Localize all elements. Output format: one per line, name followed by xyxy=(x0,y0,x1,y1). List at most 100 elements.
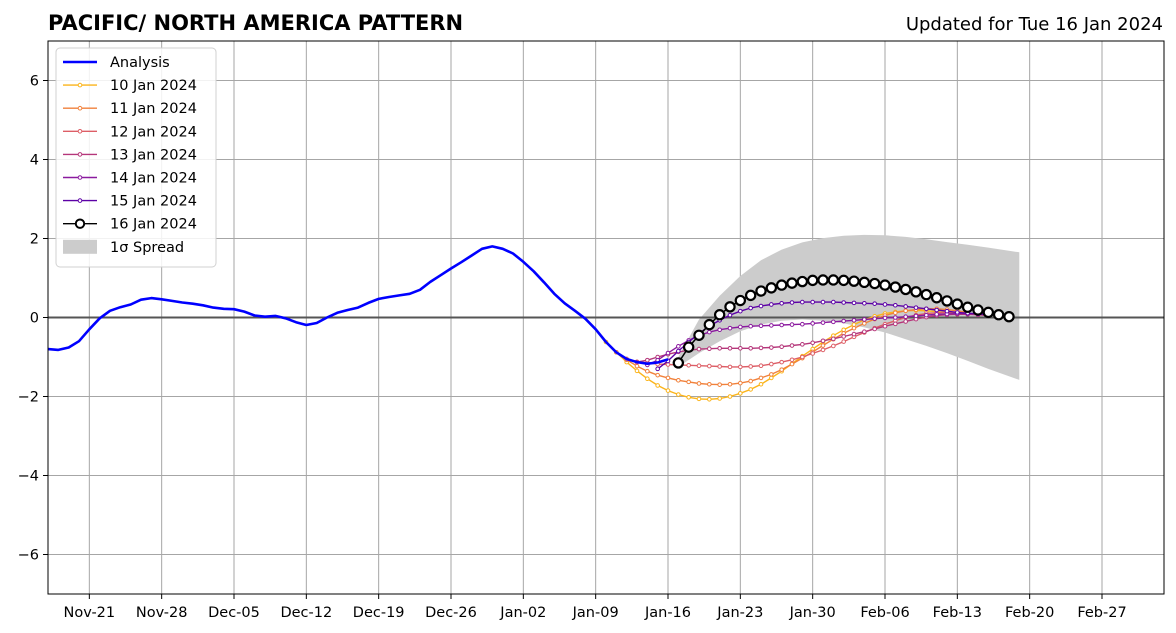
forecast-point xyxy=(696,381,702,386)
analysis-line xyxy=(47,245,669,366)
forecast-point xyxy=(645,357,650,363)
forecast-point xyxy=(727,325,733,331)
forecast-point xyxy=(703,318,716,331)
forecast-point xyxy=(920,288,933,301)
forecast-point xyxy=(655,383,660,388)
forecast-point xyxy=(696,346,702,352)
forecast-point xyxy=(676,392,681,397)
forecast-point xyxy=(758,375,764,381)
legend-marker xyxy=(77,175,83,180)
forecast-point xyxy=(748,346,753,351)
x-tick-label: Feb-06 xyxy=(860,605,909,621)
legend-marker xyxy=(77,82,83,88)
forecast-point xyxy=(713,309,726,321)
forecast-point xyxy=(820,320,826,325)
forecast-point xyxy=(893,310,898,316)
legend-swatch xyxy=(63,239,97,254)
forecast-point xyxy=(961,301,974,313)
forecast-point xyxy=(645,368,650,374)
forecast-point xyxy=(841,339,846,344)
y-tick-label: 6 xyxy=(30,74,39,90)
forecast-point xyxy=(682,341,695,353)
x-tick-label: Dec-05 xyxy=(208,605,260,621)
x-tick-label: Jan-30 xyxy=(789,605,836,621)
forecast-point xyxy=(879,279,891,291)
forecast-point xyxy=(696,363,702,368)
forecast-point xyxy=(872,301,877,306)
forecast-point xyxy=(841,318,846,324)
forecast-point xyxy=(800,321,805,327)
forecast-point xyxy=(903,304,908,309)
forecast-point xyxy=(903,308,908,314)
forecast-point xyxy=(872,326,877,332)
forecast-point xyxy=(727,394,733,399)
y-tick-label: 0 xyxy=(30,311,39,327)
legend-label: 13 Jan 2024 xyxy=(110,147,197,163)
forecast-point xyxy=(934,307,939,313)
forecast-point xyxy=(810,340,815,346)
forecast-point xyxy=(738,346,743,351)
forecast-point xyxy=(955,310,960,315)
legend-box xyxy=(55,47,217,268)
forecast-point xyxy=(748,323,753,329)
forecast-point xyxy=(717,364,722,369)
legend-marker xyxy=(74,218,86,229)
forecast-point xyxy=(665,350,671,356)
forecast-point xyxy=(796,275,809,288)
forecast-point xyxy=(841,300,846,305)
forecast-point xyxy=(789,357,795,363)
forecast-point xyxy=(831,319,836,325)
x-tick-label: Feb-27 xyxy=(1077,605,1126,621)
y-tick-label: −2 xyxy=(18,390,39,406)
forecast-point xyxy=(672,357,685,369)
forecast-point xyxy=(944,308,950,314)
x-tick-label: Jan-16 xyxy=(644,605,691,621)
series-group xyxy=(47,245,1015,402)
forecast-point xyxy=(831,336,836,342)
forecast-point xyxy=(851,317,857,323)
forecast-point xyxy=(686,379,691,385)
forecast-point xyxy=(779,300,784,306)
forecast-point xyxy=(951,298,964,310)
x-tick-label: Dec-19 xyxy=(353,605,405,621)
forecast-point xyxy=(707,381,712,387)
forecast-point xyxy=(789,300,795,305)
forecast-point xyxy=(738,391,743,396)
forecast-point xyxy=(748,364,753,369)
forecast-point xyxy=(903,319,908,324)
forecast-point xyxy=(734,294,747,307)
forecast-point xyxy=(817,274,829,286)
forecast-point xyxy=(655,372,660,378)
x-tick-label: Feb-20 xyxy=(1005,605,1054,621)
forecast-point xyxy=(941,295,953,307)
forecast-point xyxy=(779,359,784,365)
forecast-point xyxy=(831,343,836,349)
forecast-point xyxy=(686,362,691,368)
forecast-point xyxy=(779,322,784,328)
forecast-point xyxy=(882,323,888,329)
forecast-point xyxy=(893,321,898,327)
legend-label: 11 Jan 2024 xyxy=(110,101,197,117)
forecast-point xyxy=(676,348,681,354)
forecast-point xyxy=(779,367,784,372)
chart-subtitle: Updated for Tue 16 Jan 2024 xyxy=(906,14,1163,35)
forecast-point xyxy=(868,277,881,290)
forecast-point xyxy=(738,324,743,330)
forecast-point xyxy=(765,282,778,294)
forecast-point xyxy=(748,387,753,392)
legend-marker xyxy=(77,152,83,157)
forecast-point xyxy=(1003,311,1015,323)
forecast-point xyxy=(851,325,857,331)
legend-label: 1σ Spread xyxy=(110,240,184,256)
forecast-point xyxy=(899,283,912,296)
forecast-point xyxy=(872,316,877,321)
forecast-point xyxy=(789,322,795,327)
forecast-point xyxy=(786,277,798,289)
legend: Analysis 10 Jan 2024 11 Jan 2024 12 Jan 202… xyxy=(55,47,217,268)
x-tick-label: Feb-13 xyxy=(933,605,982,621)
forecast-point xyxy=(831,299,836,305)
legend-label: Analysis xyxy=(110,55,170,71)
forecast-point xyxy=(727,346,733,351)
x-axis: Nov-21 Nov-28 Dec-05 Dec-12 Dec-19 Dec-26 Jan-… xyxy=(64,594,1127,621)
forecast-point xyxy=(862,321,867,326)
